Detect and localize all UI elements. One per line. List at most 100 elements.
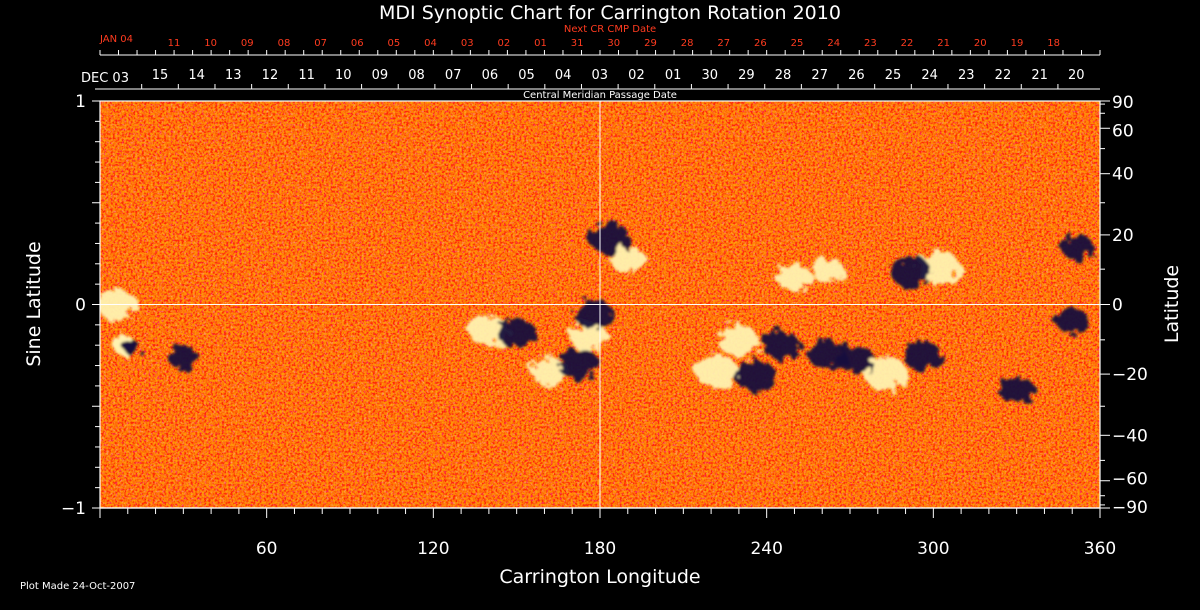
- cmp-date-18: 27: [811, 68, 828, 83]
- cmp-date-2: 13: [225, 68, 242, 83]
- active-region-11: [694, 355, 739, 389]
- y-right-tick-label-4: 0: [1112, 296, 1123, 316]
- active-region-10: [609, 246, 646, 274]
- active-region-4: [497, 318, 536, 348]
- next-cr-date-6: 05: [388, 38, 401, 49]
- next-cr-date-12: 30: [607, 38, 620, 49]
- y-right-tick-label-0: 90: [1112, 93, 1134, 113]
- next-cr-date-18: 24: [827, 38, 840, 49]
- next-cr-date-9: 02: [497, 38, 510, 49]
- next-cr-date-24: 18: [1047, 38, 1060, 49]
- cmp-date-25: 20: [1068, 68, 1085, 83]
- cmp-axis-title: Central Meridian Passage Date: [523, 90, 677, 101]
- cmp-date-1: 14: [188, 68, 205, 83]
- cmp-date-19: 26: [848, 68, 865, 83]
- active-region-1-neg: [123, 339, 140, 355]
- x-tick-label-300: 300: [917, 539, 949, 559]
- cmp-date-22: 23: [958, 68, 975, 83]
- next-cr-date-8: 03: [461, 38, 474, 49]
- next-cr-date-1: 10: [204, 38, 217, 49]
- next-cr-date-19: 23: [864, 38, 877, 49]
- active-region-2: [168, 346, 199, 369]
- next-cr-date-10: 01: [534, 38, 547, 49]
- next-cr-date-0: 11: [168, 38, 181, 49]
- next-cr-date-2: 09: [241, 38, 254, 49]
- chart-title: MDI Synoptic Chart for Carrington Rotati…: [379, 2, 841, 24]
- x-tick-label-120: 120: [417, 539, 449, 559]
- y-right-tick-label-8: −90: [1112, 498, 1148, 518]
- next-cr-date-13: 29: [644, 38, 657, 49]
- cmp-date-9: 06: [482, 68, 499, 83]
- active-region-24: [1061, 235, 1095, 260]
- next-cr-date-7: 04: [424, 38, 437, 49]
- cmp-date-24: 21: [1031, 68, 1048, 83]
- cmp-date-15: 30: [701, 68, 718, 83]
- y-left-tick-label-0: 1: [75, 92, 86, 112]
- active-region-7: [569, 322, 609, 352]
- active-region-12: [718, 325, 760, 357]
- cmp-start-label: DEC 03: [81, 71, 129, 86]
- active-region-19: [836, 345, 875, 374]
- x-tick-label-60: 60: [256, 539, 278, 559]
- next-cr-date-23: 19: [1011, 38, 1024, 49]
- next-cr-date-21: 21: [937, 38, 950, 49]
- active-region-16: [776, 264, 813, 292]
- next-cr-start-label: JAN 04: [99, 34, 133, 45]
- cmp-date-10: 05: [518, 68, 535, 83]
- next-cr-date-15: 27: [717, 38, 730, 49]
- y-right-tick-label-6: −40: [1112, 426, 1148, 446]
- next-cr-date-11: 31: [571, 38, 584, 49]
- active-region-23: [998, 376, 1035, 404]
- active-region-25: [1055, 308, 1089, 334]
- cmp-date-0: 15: [152, 68, 169, 83]
- y-right-tick-label-3: 20: [1112, 226, 1134, 246]
- x-tick-label-360: 360: [1084, 539, 1116, 559]
- cmp-date-8: 07: [445, 68, 462, 83]
- next-cr-date-16: 26: [754, 38, 767, 49]
- y-left-axis-title: Sine Latitude: [23, 241, 45, 366]
- cmp-date-12: 03: [592, 68, 609, 83]
- cmp-date-4: 11: [298, 68, 315, 83]
- cmp-date-13: 02: [628, 68, 645, 83]
- cmp-date-11: 04: [555, 68, 572, 83]
- next-cr-date-5: 06: [351, 38, 364, 49]
- cmp-date-5: 10: [335, 68, 352, 83]
- active-region-8: [575, 300, 614, 330]
- active-region-14: [761, 330, 800, 360]
- active-region-20: [903, 340, 942, 370]
- active-region-6: [557, 348, 599, 379]
- x-tick-label-180: 180: [584, 539, 616, 559]
- next-cr-date-20: 22: [901, 38, 914, 49]
- magnetogram-map: [100, 101, 1100, 508]
- next-cr-axis-title: Next CR CMP Date: [564, 24, 656, 35]
- y-left-tick-label-2: −1: [61, 499, 86, 519]
- next-cr-date-14: 28: [681, 38, 694, 49]
- y-right-tick-label-7: −60: [1112, 470, 1148, 490]
- cmp-date-20: 25: [885, 68, 902, 83]
- active-region-9: [587, 221, 629, 253]
- y-left-tick-label-1: 0: [75, 296, 86, 316]
- y-right-tick-label-1: 60: [1112, 121, 1134, 141]
- cmp-date-16: 29: [738, 68, 755, 83]
- cmp-date-23: 22: [995, 68, 1012, 83]
- x-axis-title: Carrington Longitude: [499, 566, 700, 588]
- active-region-17: [811, 257, 845, 283]
- next-cr-date-4: 07: [314, 38, 327, 49]
- next-cr-date-22: 20: [974, 38, 987, 49]
- active-region-13: [734, 360, 777, 392]
- cmp-date-14: 01: [665, 68, 682, 83]
- active-region-22: [890, 256, 932, 288]
- cmp-date-7: 08: [408, 68, 425, 83]
- cmp-date-6: 09: [372, 68, 389, 83]
- plot-made-label: Plot Made 24-Oct-2007: [20, 581, 135, 592]
- cmp-date-17: 28: [775, 68, 792, 83]
- y-right-axis-title: Latitude: [1161, 265, 1183, 343]
- cmp-date-21: 24: [921, 68, 938, 83]
- y-right-tick-label-5: −20: [1112, 365, 1148, 385]
- x-tick-label-240: 240: [750, 539, 782, 559]
- cmp-date-3: 12: [262, 68, 279, 83]
- next-cr-date-3: 08: [278, 38, 291, 49]
- active-region-18: [864, 357, 909, 391]
- y-right-tick-label-2: 40: [1112, 165, 1134, 185]
